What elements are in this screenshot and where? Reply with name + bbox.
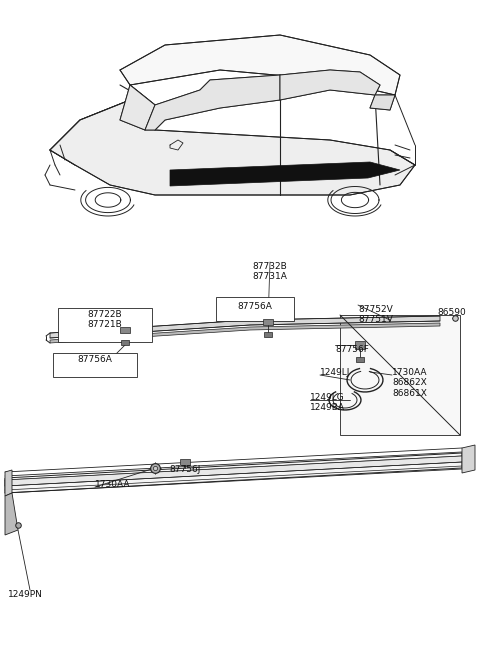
Text: 86590: 86590	[438, 308, 467, 317]
Polygon shape	[50, 100, 415, 195]
Polygon shape	[355, 341, 365, 349]
Polygon shape	[263, 319, 273, 325]
Text: 87752V
87751V: 87752V 87751V	[358, 305, 393, 325]
Text: 1249PN: 1249PN	[8, 590, 43, 599]
Polygon shape	[50, 316, 440, 338]
FancyBboxPatch shape	[216, 297, 294, 321]
Polygon shape	[170, 162, 400, 186]
Polygon shape	[280, 70, 380, 100]
FancyBboxPatch shape	[58, 308, 152, 342]
Polygon shape	[50, 100, 155, 165]
Polygon shape	[50, 323, 440, 343]
Polygon shape	[120, 327, 130, 333]
Polygon shape	[120, 35, 400, 95]
Text: 1249LJ: 1249LJ	[320, 368, 350, 377]
Polygon shape	[356, 357, 364, 362]
Text: 87732B
87731A: 87732B 87731A	[252, 262, 288, 281]
FancyBboxPatch shape	[53, 353, 137, 377]
Polygon shape	[120, 85, 155, 130]
Polygon shape	[121, 340, 129, 345]
Text: 1730AA
86862X
86861X: 1730AA 86862X 86861X	[392, 368, 428, 398]
Polygon shape	[5, 470, 12, 496]
Polygon shape	[145, 75, 280, 130]
Polygon shape	[5, 456, 462, 486]
Polygon shape	[370, 95, 395, 110]
Text: 87756A: 87756A	[78, 355, 112, 364]
Polygon shape	[5, 493, 18, 535]
Polygon shape	[462, 445, 475, 473]
Text: 1249LG
1249BA: 1249LG 1249BA	[310, 393, 345, 413]
Polygon shape	[180, 459, 190, 465]
Text: 87756A: 87756A	[238, 302, 273, 311]
Text: 1730AA: 1730AA	[95, 480, 131, 489]
Polygon shape	[5, 453, 462, 493]
Polygon shape	[340, 315, 460, 435]
Text: 87756F: 87756F	[335, 345, 369, 354]
Text: 87722B
87721B: 87722B 87721B	[88, 310, 122, 329]
Text: 87756J: 87756J	[169, 465, 201, 474]
Polygon shape	[264, 332, 272, 337]
